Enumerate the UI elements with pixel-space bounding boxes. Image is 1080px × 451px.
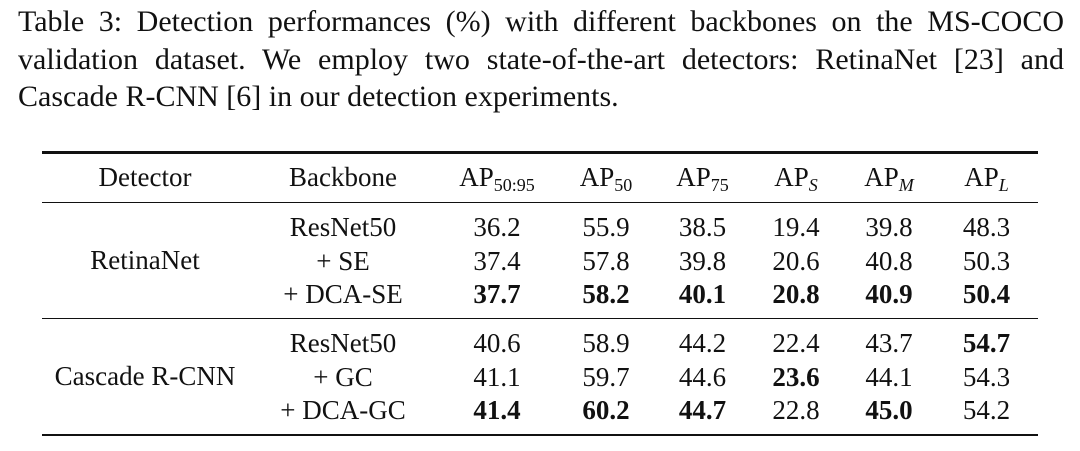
value-cell: 37.4	[473, 245, 521, 276]
value-cell: 57.8	[582, 245, 630, 276]
value-cell: 23.6	[772, 361, 820, 392]
value-cell: 55.9	[582, 212, 630, 243]
backbone-cell: + DCA-SE	[283, 279, 403, 310]
column-header: Backbone	[248, 162, 438, 193]
backbone-cell: + DCA-GC	[280, 395, 406, 426]
value-cell: 41.1	[473, 361, 521, 392]
header-main: AP	[459, 162, 494, 192]
value-cell: 58.2	[582, 279, 630, 310]
header-subscript: L	[998, 175, 1009, 195]
bottom-rule	[42, 433, 1038, 437]
table-row: + DCA-SE 37.7 58.2 40.1 20.8 40.9 50.4	[42, 278, 1038, 312]
header-main: AP	[676, 162, 711, 192]
column-header: Detector	[42, 162, 248, 193]
value-cell: 60.2	[582, 395, 630, 426]
value-cell: 44.2	[678, 328, 727, 359]
value-cell: 40.6	[473, 328, 521, 359]
value-cell: 43.7	[865, 328, 913, 359]
value-cell: 39.8	[678, 245, 727, 276]
header-subscript: M	[898, 175, 914, 195]
value-cell: 19.4	[772, 212, 820, 243]
table-caption: Table 3: Detection performances (%) with…	[18, 3, 1064, 116]
value-cell: 54.3	[962, 361, 1011, 392]
column-header: AP50:95	[438, 162, 556, 195]
header-subscript: S	[808, 175, 818, 195]
header-main: AP	[774, 162, 809, 192]
caption-line: Table 3: Detection performances (%) with…	[18, 5, 1064, 38]
header-subscript: 50:95	[493, 175, 535, 195]
column-header: APL	[935, 162, 1038, 195]
caption-line: Cascade R-CNN [6] in our detection exper…	[18, 80, 619, 113]
header-main: AP	[579, 162, 615, 192]
value-cell: 44.7	[678, 395, 727, 426]
table-row: ResNet50 40.6 58.9 44.2 22.4 43.7 54.7	[42, 327, 1038, 361]
value-cell: 58.9	[582, 328, 630, 359]
value-cell: 44.6	[678, 361, 727, 392]
value-cell: 41.4	[473, 395, 521, 426]
detector-group: RetinaNet ResNet50 36.2 55.9 38.5 19.4 39.8 48.…	[42, 203, 1038, 318]
header-main: Backbone	[289, 162, 397, 192]
detector-cell: RetinaNet	[90, 244, 200, 275]
value-cell: 54.7	[962, 328, 1011, 359]
value-cell: 45.0	[865, 395, 913, 426]
value-cell: 20.8	[772, 279, 820, 310]
value-cell: 22.4	[772, 328, 820, 359]
value-cell: 50.4	[962, 279, 1011, 310]
value-cell: 40.9	[865, 279, 913, 310]
table-row: + GC 41.1 59.7 44.6 23.6 44.1 54.3	[42, 361, 1038, 395]
top-rule	[42, 151, 1038, 154]
column-header: APS	[749, 162, 843, 195]
value-cell: 54.2	[962, 395, 1011, 426]
value-cell: 22.8	[772, 395, 820, 426]
table-row: + SE 37.4 57.8 39.8 20.6 40.8 50.3	[42, 245, 1038, 279]
detector-cell: Cascade R-CNN	[54, 360, 236, 391]
detector-group: Cascade R-CNN ResNet50 40.6 58.9 44.2 22.4 43.…	[42, 319, 1038, 434]
table-row: + DCA-GC 41.4 60.2 44.7 22.8 45.0 54.2	[42, 394, 1038, 428]
backbone-cell: ResNet50	[289, 328, 397, 359]
column-header: AP75	[656, 162, 749, 195]
backbone-cell: + SE	[316, 245, 370, 276]
backbone-cell: + GC	[313, 361, 373, 392]
header-row: Detector Backbone AP50:95 AP50 AP75 APS APM APL	[42, 154, 1038, 202]
value-cell: 44.1	[865, 361, 913, 392]
value-cell: 37.7	[473, 279, 521, 310]
column-header: APM	[843, 162, 935, 195]
value-cell: 59.7	[582, 361, 630, 392]
value-cell: 50.3	[962, 245, 1011, 276]
header-subscript: 75	[710, 175, 729, 195]
group-rule	[42, 201, 1038, 204]
caption-line: validation dataset. We employ two state-…	[18, 42, 1064, 76]
backbone-cell: ResNet50	[289, 212, 397, 243]
value-cell: 36.2	[473, 212, 521, 243]
value-cell: 20.6	[772, 245, 820, 276]
header-main: AP	[964, 162, 999, 192]
header-main: Detector	[98, 162, 192, 192]
column-header: AP50	[556, 162, 656, 195]
header-subscript: 50	[614, 175, 633, 195]
results-table: Detector Backbone AP50:95 AP50 AP75 APS APM APL…	[42, 151, 1038, 437]
value-cell: 40.8	[865, 245, 913, 276]
table-row: ResNet50 36.2 55.9 38.5 19.4 39.8 48.3	[42, 211, 1038, 245]
value-cell: 38.5	[678, 212, 727, 243]
value-cell: 40.1	[678, 279, 727, 310]
value-cell: 39.8	[865, 212, 913, 243]
value-cell: 48.3	[962, 212, 1011, 243]
header-main: AP	[864, 162, 899, 192]
group-rule	[42, 317, 1038, 320]
